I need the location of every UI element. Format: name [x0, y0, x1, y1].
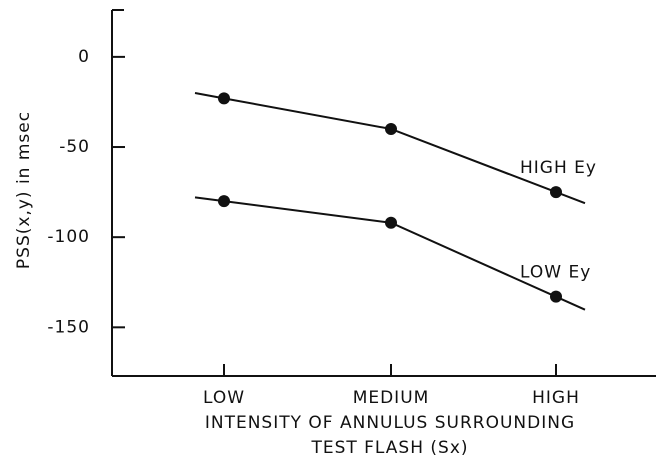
y-axis-title: PSS(x,y) in msec [14, 111, 34, 269]
data-point [385, 122, 397, 135]
x-axis-title: TEST FLASH (Sx) [310, 438, 468, 458]
x-tick-label: HIGH [532, 388, 580, 408]
y-tick-label: -100 [47, 227, 90, 247]
x-tick-label: LOW [203, 388, 245, 408]
y-tick-label: 0 [78, 47, 90, 67]
series-line [194, 196, 586, 311]
series-line [194, 92, 586, 205]
y-tick-label: -50 [59, 137, 90, 157]
x-tick-label: MEDIUM [353, 388, 430, 408]
data-point [550, 186, 562, 199]
series-label: HIGH Ey [520, 158, 597, 178]
data-point [218, 195, 230, 208]
x-axis-title: INTENSITY OF ANNULUS SURROUNDING [205, 413, 575, 433]
y-tick-label: -150 [47, 317, 90, 337]
data-point [550, 290, 562, 303]
series-label: LOW Ey [520, 263, 591, 283]
data-point [218, 92, 230, 105]
data-point [385, 216, 397, 229]
